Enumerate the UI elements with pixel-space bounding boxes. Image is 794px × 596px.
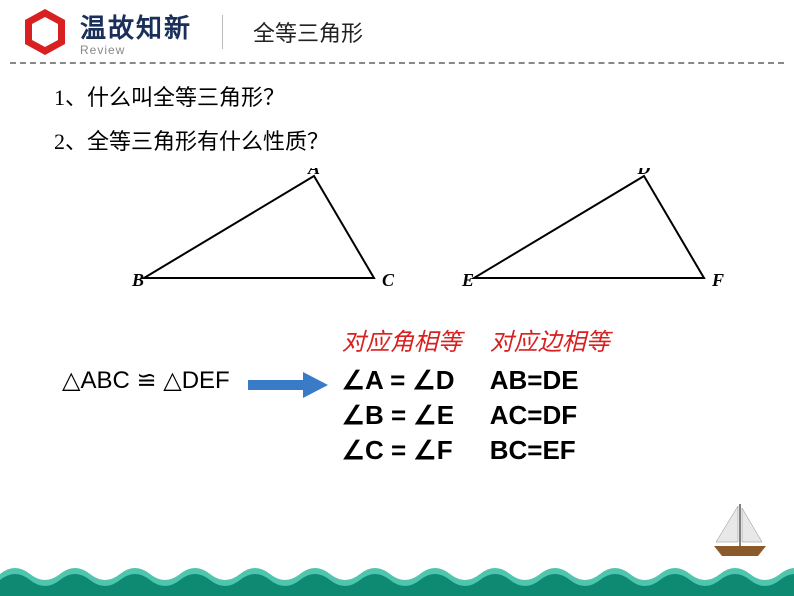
- header: 温故知新 Review 全等三角形: [0, 0, 794, 56]
- wave-footer-icon: [0, 556, 794, 596]
- title-block: 温故知新 Review: [80, 8, 192, 57]
- page-topic: 全等三角形: [253, 16, 363, 48]
- side-eq-3: BC=EF: [490, 433, 610, 468]
- label-b: B: [131, 270, 144, 290]
- arrow-icon: [248, 372, 328, 398]
- angle-eq-1: ∠A = ∠D: [342, 363, 462, 398]
- side-column: 对应边相等 AB=DE AC=DF BC=EF: [490, 322, 610, 468]
- angle-column: 对应角相等 ∠A = ∠D ∠B = ∠E ∠C = ∠F: [342, 322, 462, 468]
- label-d: D: [637, 168, 651, 178]
- content-area: 1、什么叫全等三角形？ 2、全等三角形有什么性质？ A B C D E F △A…: [0, 64, 794, 468]
- title-english: Review: [80, 43, 192, 57]
- triangle-def: D E F: [444, 168, 734, 293]
- vertical-divider: [222, 15, 223, 49]
- label-a: A: [307, 168, 320, 178]
- angle-eq-2: ∠B = ∠E: [342, 398, 462, 433]
- hexagon-logo-icon: [18, 5, 72, 59]
- label-c: C: [382, 270, 395, 290]
- label-f: F: [711, 270, 724, 290]
- side-eq-1: AB=DE: [490, 363, 610, 398]
- triangles-row: A B C D E F: [54, 168, 754, 298]
- congruence-statement: △ABC ≌ △DEF: [62, 366, 230, 395]
- side-header: 对应边相等: [490, 322, 610, 357]
- label-e: E: [461, 270, 474, 290]
- question-1: 1、什么叫全等三角形？: [54, 80, 754, 112]
- angle-header: 对应角相等: [342, 322, 462, 357]
- title-chinese: 温故知新: [80, 8, 192, 45]
- triangle-abc: A B C: [114, 168, 404, 293]
- sailboat-icon: [708, 502, 772, 560]
- question-2: 2、全等三角形有什么性质？: [54, 124, 754, 156]
- angle-eq-3: ∠C = ∠F: [342, 433, 462, 468]
- equations-block: 对应角相等 ∠A = ∠D ∠B = ∠E ∠C = ∠F 对应边相等 AB=D…: [342, 322, 610, 468]
- properties-row: △ABC ≌ △DEF 对应角相等 ∠A = ∠D ∠B = ∠E ∠C = ∠…: [54, 322, 754, 468]
- side-eq-2: AC=DF: [490, 398, 610, 433]
